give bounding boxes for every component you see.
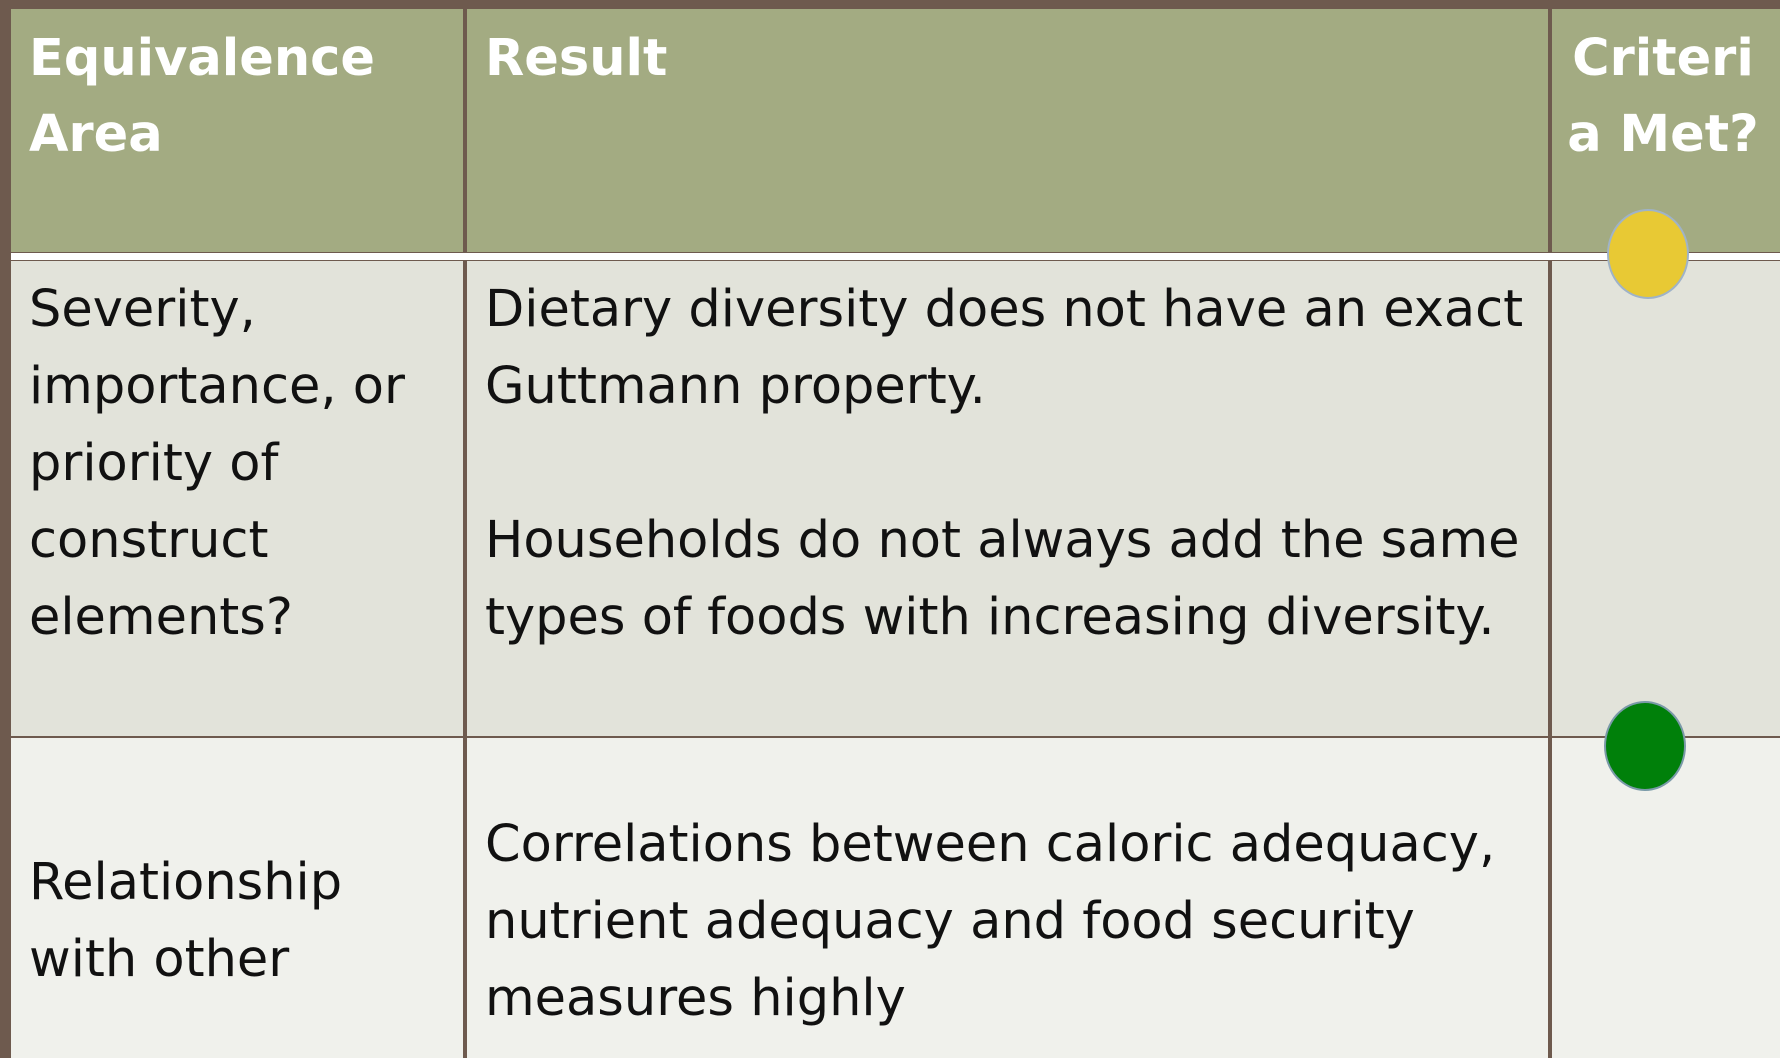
cell-content: Correlations between caloric adequacy, n… [485,806,1530,1037]
cell-content: Relationship with other [29,844,445,998]
cell-text: Severity, importance, or priority of con… [29,280,405,647]
cell-text: Relationship with other [29,853,343,989]
cell-content: Dietary diversity does not have an exact… [485,271,1530,656]
table-cell [1552,738,1780,1058]
table-cell: Dietary diversity does not have an exact… [467,261,1548,736]
cell-text: Households do not always add the same ty… [485,511,1520,647]
status-yellow [1607,209,1689,299]
header-cell: Result [467,9,1548,252]
header-cell: Criteria Met? [1552,9,1780,252]
header-divider [11,253,1780,260]
cell-text: Dietary diversity does not have an exact… [485,280,1524,416]
table-cell: Relationship with other [11,738,463,1058]
cell-content: Severity, importance, or priority of con… [29,271,445,656]
table-cell: Severity, importance, or priority of con… [11,261,463,736]
table-cell: Correlations between caloric adequacy, n… [467,738,1548,1058]
table-cell [1552,261,1780,736]
page: Equivalence Area Result Criteria Met? Se… [11,9,1780,1058]
cell-text: Correlations between caloric adequacy, n… [485,814,1496,1028]
status-green [1604,701,1686,791]
header-cell: Equivalence Area [11,9,463,252]
